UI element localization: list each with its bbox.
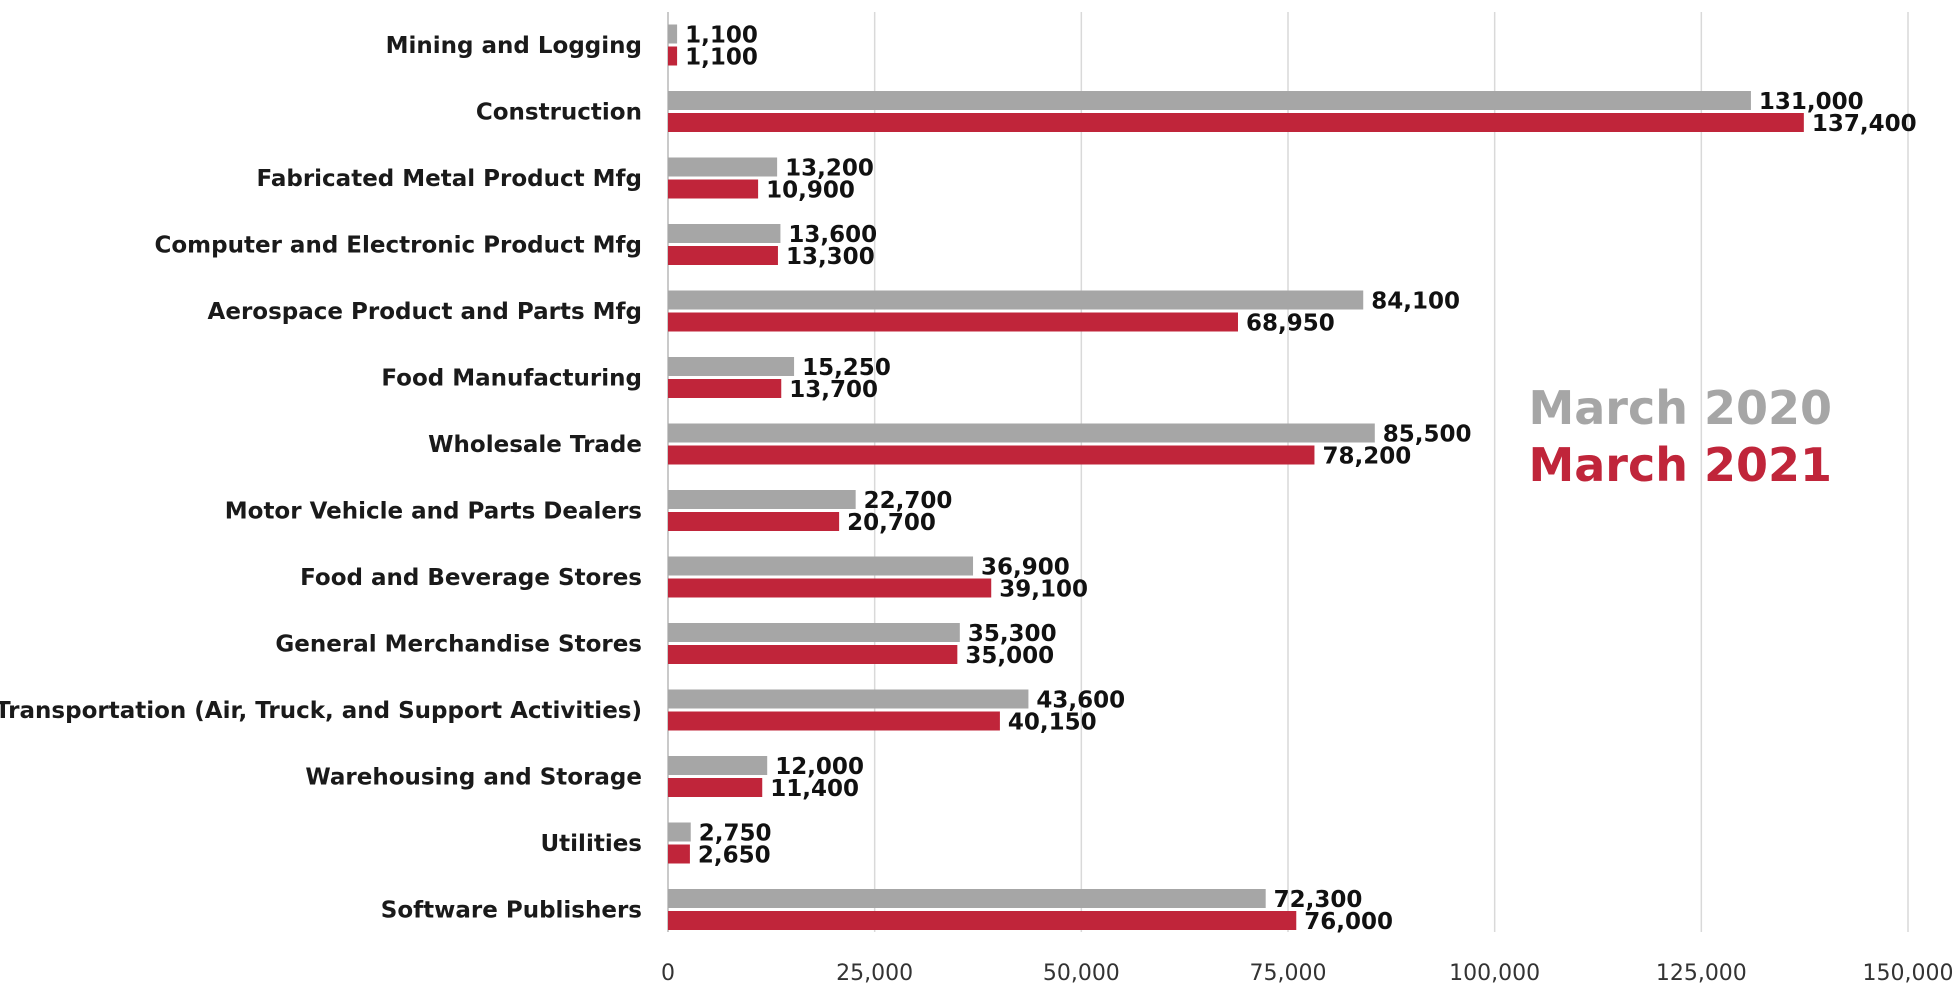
- data-label: 15,250: [802, 355, 891, 381]
- x-tick-label: 50,000: [1043, 961, 1120, 986]
- data-label: 40,150: [1008, 710, 1097, 736]
- data-label: 68,950: [1246, 311, 1335, 337]
- x-tick-label: 75,000: [1250, 961, 1327, 986]
- data-label: 131,000: [1759, 89, 1864, 115]
- category-label: Wholesale Trade: [428, 432, 642, 458]
- data-label: 1,100: [685, 45, 758, 71]
- data-label: 43,600: [1036, 688, 1125, 714]
- category-label: Utilities: [541, 831, 643, 857]
- category-label: Computer and Electronic Product Mfg: [155, 233, 643, 259]
- bar-march-2020: [668, 623, 960, 642]
- category-label: Food Manufacturing: [381, 366, 642, 392]
- category-labels: Mining and Logging Construction Fabricated…: [0, 33, 642, 924]
- x-axis-ticks: 0 25,000 50,000 75,000 100,000 125,000 150,000: [661, 961, 1953, 986]
- category-label: Fabricated Metal Product Mfg: [256, 166, 642, 192]
- data-label: 2,650: [698, 843, 771, 869]
- bar-march-2021: [668, 844, 690, 864]
- bar-march-2020: [668, 91, 1751, 110]
- category-label: Aerospace Product and Parts Mfg: [208, 299, 642, 325]
- legend-entry: March 2021: [1528, 438, 1832, 492]
- data-label: 84,100: [1371, 289, 1460, 315]
- x-tick-label: 0: [661, 961, 675, 986]
- bar-march-2021: [668, 578, 992, 598]
- bar-march-2021: [668, 312, 1238, 332]
- category-label: Software Publishers: [381, 898, 642, 924]
- bar-march-2021: [668, 445, 1315, 465]
- bar-march-2020: [668, 556, 974, 576]
- bar-march-2020: [668, 357, 795, 376]
- bar-march-2021: [668, 778, 763, 797]
- bar-march-2021: [668, 46, 678, 66]
- data-label: 13,200: [785, 156, 874, 182]
- bar-march-2020: [668, 490, 856, 509]
- category-label: Motor Vehicle and Parts Dealers: [225, 499, 642, 525]
- bar-march-2020: [668, 822, 691, 842]
- bar-march-2020: [668, 756, 768, 775]
- legend-entry: March 2020: [1528, 381, 1832, 435]
- data-label: 10,900: [766, 178, 855, 204]
- data-label: 137,400: [1812, 111, 1917, 137]
- x-tick-label: 100,000: [1449, 961, 1540, 986]
- bar-march-2020: [668, 290, 1364, 310]
- data-label: 1,100: [685, 23, 758, 49]
- data-label: 35,300: [968, 621, 1057, 647]
- data-label: 39,100: [999, 577, 1088, 603]
- data-label: 78,200: [1322, 444, 1411, 470]
- data-label: 13,300: [786, 244, 875, 270]
- bar-march-2021: [668, 645, 958, 664]
- bar-march-2020: [668, 224, 781, 243]
- bar-march-2020: [668, 689, 1029, 709]
- bar-march-2020: [668, 889, 1266, 908]
- bars: [668, 24, 1804, 930]
- data-label: 12,000: [775, 754, 864, 780]
- x-tick-label: 125,000: [1656, 961, 1747, 986]
- data-label: 35,000: [965, 643, 1054, 669]
- bar-march-2021: [668, 379, 782, 398]
- data-label: 13,700: [789, 377, 878, 403]
- data-label: 36,900: [981, 555, 1070, 581]
- data-label: 2,750: [699, 821, 772, 847]
- data-label: 22,700: [864, 488, 953, 514]
- x-tick-label: 25,000: [836, 961, 913, 986]
- bar-march-2021: [668, 179, 759, 199]
- category-label: Transportation (Air, Truck, and Support …: [0, 698, 642, 724]
- category-label: Food and Beverage Stores: [300, 565, 642, 591]
- bar-march-2020: [668, 423, 1375, 443]
- bar-march-2021: [668, 246, 778, 265]
- data-label: 72,300: [1274, 887, 1363, 913]
- category-label: General Merchandise Stores: [275, 632, 642, 658]
- bar-march-2020: [668, 157, 778, 177]
- bar-march-2021: [668, 711, 1000, 731]
- data-label: 85,500: [1383, 422, 1472, 448]
- data-label: 76,000: [1304, 909, 1393, 935]
- gridlines: [667, 12, 1909, 932]
- x-tick-label: 150,000: [1863, 961, 1954, 986]
- category-label: Construction: [476, 100, 642, 126]
- bar-march-2021: [668, 113, 1804, 132]
- bar-march-2021: [668, 512, 840, 531]
- data-label: 20,700: [847, 510, 936, 536]
- bar-march-2021: [668, 911, 1297, 930]
- data-label: 11,400: [770, 776, 859, 802]
- bar-march-2020: [668, 24, 678, 44]
- category-label: Mining and Logging: [386, 33, 642, 59]
- data-label: 13,600: [788, 222, 877, 248]
- category-label: Warehousing and Storage: [305, 765, 642, 791]
